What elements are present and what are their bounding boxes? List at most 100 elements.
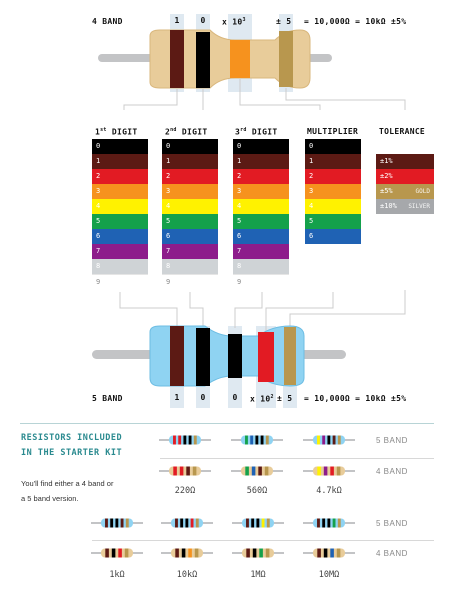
digit-3-color-0: 0 (233, 139, 289, 154)
resistor-5-band-diagram (92, 290, 406, 387)
tolerance-swatch: ±5% GOLD (376, 184, 434, 199)
digit-3-color-5: 5 (233, 214, 289, 229)
top-multiplier: x 103 (222, 17, 246, 27)
bottom-tolerance: ± 5 (277, 394, 293, 403)
bottom-multiplier: x 102 (250, 394, 274, 404)
digit-1-color-7: 7 (92, 244, 148, 259)
kit-title-line-1: RESISTORS INCLUDED (21, 433, 123, 443)
digit-2-color-3: 3 (162, 184, 218, 199)
resistor-10m-5band (303, 518, 355, 528)
digit-2-color-2: 2 (162, 169, 218, 184)
row-divider (160, 458, 434, 459)
resistor-value: 10kΩ (176, 570, 198, 580)
multiplier-color-3: 3 (305, 184, 361, 199)
bottom-band-label: 5 BAND (92, 394, 123, 403)
digit-1-color-4: 4 (92, 199, 148, 214)
tolerance-column: ±1% ±2% ±5% GOLD ±10% SILVER (376, 154, 434, 214)
resistor-220-5band (159, 435, 211, 445)
multiplier-color-0: 0 (305, 139, 361, 154)
tolerance-material: GOLD (415, 188, 430, 195)
tolerance-value: ±5% (380, 187, 393, 195)
top-multiplier-base: x 10 (222, 17, 243, 27)
digit-1-color-5: 5 (92, 214, 148, 229)
tolerance-swatch: ±1% (376, 154, 434, 169)
bottom-digit-2: 0 (200, 393, 206, 402)
digit-1-color-6: 6 (92, 229, 148, 244)
tolerance-swatch: ±2% (376, 169, 434, 184)
digit-3-color-6: 6 (233, 229, 289, 244)
kit-description-line-1: You'll find either a 4 band or (21, 479, 114, 488)
row-divider (92, 540, 434, 541)
multiplier-color-1: 1 (305, 154, 361, 169)
resistor-10k-4band (161, 548, 213, 558)
digit-3-color-3: 3 (233, 184, 289, 199)
digit-1-color-0: 0 (92, 139, 148, 154)
top-band-label: 4 BAND (92, 17, 123, 26)
digit-2-color-6: 6 (162, 229, 218, 244)
tolerance-value: ±2% (380, 172, 393, 180)
multiplier-color-2: 2 (305, 169, 361, 184)
header-3rd-digit: 3rd DIGIT (235, 127, 278, 137)
top-tolerance: ± 5 (276, 17, 292, 26)
kit-title-line-2: IN THE STARTER KIT (21, 448, 123, 458)
multiplier-color-6: 6 (305, 229, 361, 244)
resistor-4k7-5band (303, 435, 355, 445)
resistor-1m-5band (232, 518, 284, 528)
digit-3-color-7: 7 (233, 244, 289, 259)
resistor-10m-4band (303, 548, 355, 558)
resistor-1k-4band (91, 548, 143, 558)
digit-3-color-4: 4 (233, 199, 289, 214)
resistor-1k-5band (91, 518, 143, 528)
row-label-5-band: 5 BAND (376, 436, 408, 445)
resistor-value: 220Ω (174, 486, 196, 496)
resistor-10k-5band (161, 518, 213, 528)
top-digit-1: 1 (174, 16, 180, 25)
tolerance-swatch: ±10% SILVER (376, 199, 434, 214)
divider (20, 423, 434, 424)
digit-1-color-2: 2 (92, 169, 148, 184)
row-label-4-band: 4 BAND (376, 549, 408, 558)
digit-3-color-8: 8 (233, 259, 289, 274)
bottom-digit-3: 0 (232, 393, 238, 402)
resistor-560-4band (231, 466, 283, 476)
multiplier-color-5: 5 (305, 214, 361, 229)
digit-2-color-1: 1 (162, 154, 218, 169)
digit-1-color-8: 8 (92, 259, 148, 274)
kit-description-line-2: a 5 band version. (21, 494, 79, 503)
resistor-4-band-diagram (98, 29, 406, 110)
digit-3-color-9: 9 (233, 274, 289, 289)
top-multiplier-exp: 3 (242, 17, 246, 23)
resistor-value: 1MΩ (250, 570, 266, 580)
tolerance-value: ±10% (380, 202, 397, 210)
bottom-digit-1: 1 (174, 393, 180, 402)
resistor-560-5band (231, 435, 283, 445)
tolerance-material: SILVER (408, 203, 430, 210)
row-label-5-band: 5 BAND (376, 519, 408, 528)
resistor-1m-4band (232, 548, 284, 558)
digit-1-color-3: 3 (92, 184, 148, 199)
digit-1-color-9: 9 (92, 274, 148, 289)
row-label-4-band: 4 BAND (376, 467, 408, 476)
resistor-value: 1kΩ (109, 570, 125, 580)
top-digit-2: 0 (200, 16, 206, 25)
top-equation: = 10,000Ω = 10kΩ ±5% (304, 17, 407, 26)
resistor-value: 10MΩ (318, 570, 340, 580)
digit-3-color-1: 1 (233, 154, 289, 169)
digit-1-color-1: 1 (92, 154, 148, 169)
header-multiplier: MULTIPLIER (307, 127, 359, 136)
digit-2-color-4: 4 (162, 199, 218, 214)
header-tolerance: TOLERANCE (379, 127, 426, 136)
digit-2-color-7: 7 (162, 244, 218, 259)
bottom-equation: = 10,000Ω = 10kΩ ±5% (304, 394, 407, 403)
digit-2-color-5: 5 (162, 214, 218, 229)
resistor-value: 4.7kΩ (316, 486, 342, 496)
digit-2-color-0: 0 (162, 139, 218, 154)
header-2nd-digit: 2nd DIGIT (165, 127, 208, 137)
resistor-value: 560Ω (246, 486, 268, 496)
tolerance-value: ±1% (380, 157, 393, 165)
